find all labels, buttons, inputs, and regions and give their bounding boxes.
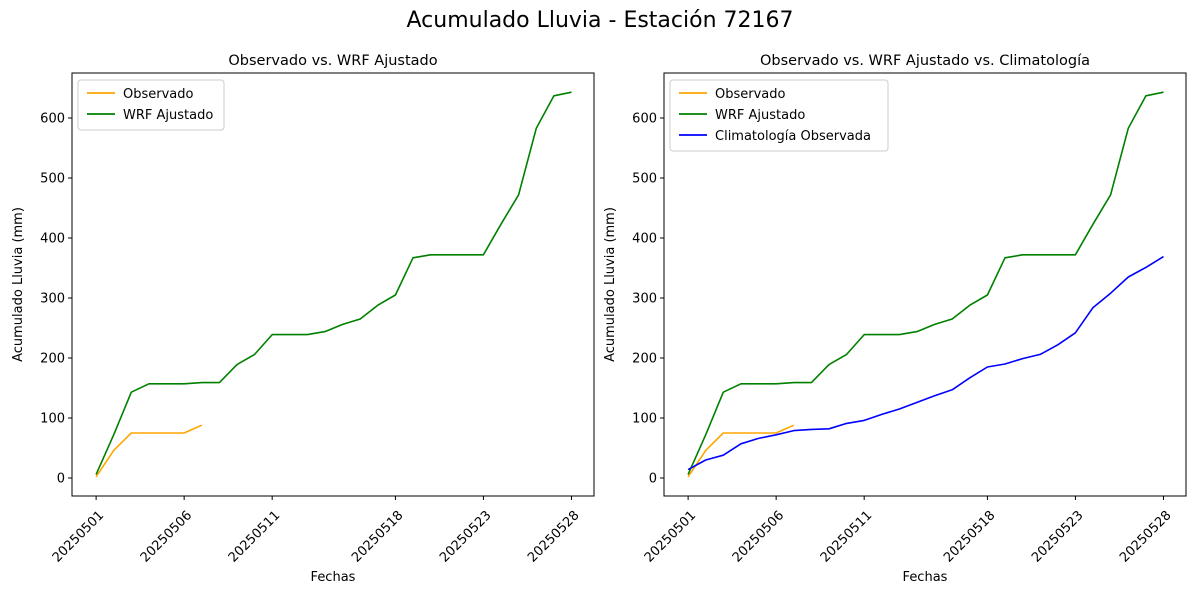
y-tick-label: 500 <box>40 172 65 187</box>
y-axis-label: Acumulado Lluvia (mm) <box>603 207 618 362</box>
y-axis-label: Acumulado Lluvia (mm) <box>11 207 26 362</box>
y-tick-label: 500 <box>632 172 657 187</box>
series-line-wrf-ajustado <box>687 91 1164 475</box>
y-tick-label: 600 <box>632 112 657 127</box>
plot-frame <box>71 72 595 497</box>
chart-right: Observado vs. WRF Ajustado vs. Climatolo… <box>603 53 1187 585</box>
y-tick-label: 0 <box>649 472 657 487</box>
chart-left: Observado vs. WRF Ajustado 0 100 200 300 400 5… <box>11 53 595 585</box>
x-tick-label: 20250501 <box>642 508 699 565</box>
x-tick-label: 20250518 <box>941 508 998 565</box>
plot-frame <box>663 72 1187 497</box>
legend: Observado WRF Ajustado Climatología Observ… <box>669 79 889 152</box>
legend-label: WRF Ajustado <box>123 108 213 123</box>
series-line-observado <box>687 424 795 478</box>
y-tick-label: 300 <box>40 292 65 307</box>
x-axis-label: Fechas <box>903 570 948 585</box>
y-tick-label: 300 <box>632 292 657 307</box>
y-tick-label: 200 <box>40 352 65 367</box>
legend-item: WRF Ajustado <box>679 108 805 123</box>
legend-box <box>669 79 889 152</box>
chart-title: Observado vs. WRF Ajustado <box>228 53 437 69</box>
series-line-observado <box>95 424 203 478</box>
x-tick-label: 20250501 <box>50 508 107 565</box>
legend-item: Observado <box>679 87 786 102</box>
x-tick-label: 20250528 <box>1117 508 1174 565</box>
y-tick-label: 100 <box>632 412 657 427</box>
series-line-wrf-ajustado <box>95 91 572 475</box>
y-tick-label: 0 <box>57 472 65 487</box>
x-tick-label: 20250511 <box>226 508 283 565</box>
x-tick-label: 20250528 <box>525 508 582 565</box>
legend-label: Observado <box>715 87 786 102</box>
legend-item: WRF Ajustado <box>87 108 213 123</box>
legend-item: Observado <box>87 87 194 102</box>
legend-label: Observado <box>123 87 194 102</box>
legend-label: Climatología Observada <box>715 129 871 144</box>
x-tick-label: 20250523 <box>437 508 494 565</box>
y-tick-label: 200 <box>632 352 657 367</box>
figure-title: Acumulado Lluvia - Estación 72167 <box>406 8 794 33</box>
legend: Observado WRF Ajustado <box>77 79 225 131</box>
series-line-climatolog-a-observada <box>687 255 1164 471</box>
x-axis-label: Fechas <box>311 570 356 585</box>
y-tick-label: 400 <box>40 232 65 247</box>
x-tick-label: 20250511 <box>818 508 875 565</box>
y-tick-label: 100 <box>40 412 65 427</box>
chart-title: Observado vs. WRF Ajustado vs. Climatolo… <box>760 53 1090 69</box>
x-tick-label: 20250523 <box>1029 508 1086 565</box>
y-tick-label: 600 <box>40 112 65 127</box>
legend-item: Climatología Observada <box>679 129 871 144</box>
y-tick-label: 400 <box>632 232 657 247</box>
legend-label: WRF Ajustado <box>715 108 805 123</box>
x-tick-label: 20250506 <box>138 508 195 565</box>
x-tick-label: 20250518 <box>349 508 406 565</box>
x-tick-label: 20250506 <box>730 508 787 565</box>
